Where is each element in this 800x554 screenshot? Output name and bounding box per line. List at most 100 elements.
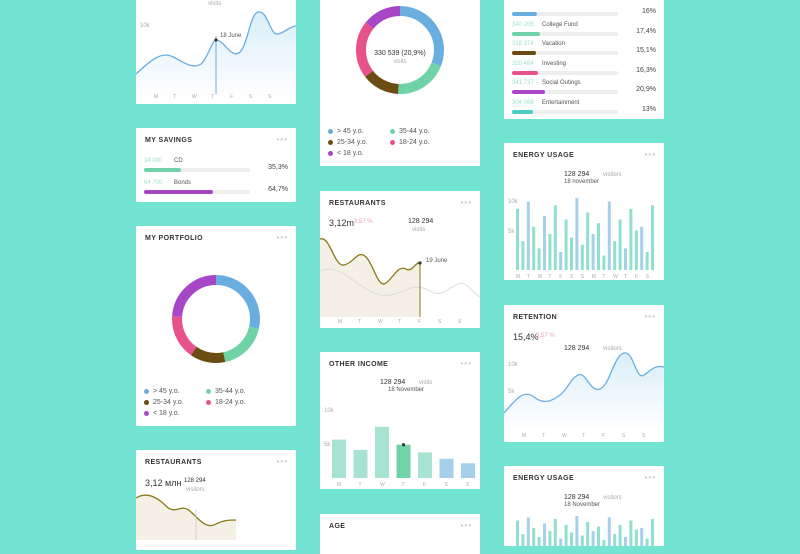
energy-bar[interactable]	[516, 208, 519, 270]
budget-list-pct: 13%	[641, 105, 656, 113]
income-bar[interactable]	[396, 444, 411, 478]
axis-day-label: M	[522, 433, 527, 439]
energy-bar[interactable]	[532, 226, 536, 270]
energy-bar[interactable]	[521, 241, 525, 270]
energy-bar[interactable]	[580, 535, 584, 547]
axis-day-label: S	[268, 94, 272, 100]
energy-bar[interactable]	[591, 531, 595, 546]
energy-bar[interactable]	[570, 237, 573, 270]
energy-bar[interactable]	[640, 226, 644, 270]
energy-bar[interactable]	[586, 522, 590, 546]
energy-bar[interactable]	[580, 244, 584, 270]
energy-bar[interactable]	[591, 234, 595, 270]
energy-bar[interactable]	[548, 531, 552, 546]
energy-bar[interactable]	[607, 517, 611, 547]
axis-day-label: T	[358, 319, 362, 325]
energy-bar[interactable]	[629, 208, 633, 270]
age-card: AGE •••	[320, 514, 480, 554]
energy-bar[interactable]	[634, 529, 638, 547]
energy-bar[interactable]	[548, 234, 552, 270]
energy-bar[interactable]	[618, 525, 622, 546]
retention-ytick-1: 10k	[508, 362, 518, 368]
energy-bar[interactable]	[645, 252, 649, 270]
other-income-menu-icon[interactable]: •••	[460, 359, 472, 368]
energy-bar[interactable]	[537, 537, 541, 546]
energy-bar[interactable]	[570, 532, 573, 547]
income-bar[interactable]	[439, 458, 454, 478]
energy-bar[interactable]	[651, 205, 654, 270]
energy-bar[interactable]	[607, 201, 611, 270]
energy-bar[interactable]	[532, 528, 536, 546]
my-savings-fill	[144, 190, 213, 194]
energy-bar[interactable]	[602, 540, 606, 546]
energy-bar[interactable]	[564, 219, 568, 270]
energy-bar[interactable]	[521, 534, 525, 546]
my-portfolio-menu-icon[interactable]: •••	[276, 233, 288, 242]
energy-bar[interactable]	[624, 248, 627, 270]
energy-bar[interactable]	[526, 201, 530, 270]
portfolio-legend-item: 25-34 y.o.	[144, 399, 184, 406]
energy-usage-ytick-1: 10k	[508, 199, 518, 205]
my-savings-row: 34 000 CD 35,3%	[144, 158, 288, 178]
energy-day-label: M	[592, 274, 596, 280]
donut-slice	[172, 275, 260, 363]
energy-bar[interactable]	[602, 255, 606, 270]
energy-bar[interactable]	[564, 525, 568, 546]
energy-bar[interactable]	[640, 528, 644, 546]
donut-legend-item: < 18 y.o.	[328, 150, 364, 157]
income-bar[interactable]	[375, 426, 389, 478]
energy-day-label: W	[613, 274, 618, 280]
portfolio-legend-dot	[206, 399, 211, 405]
income-bar[interactable]	[461, 463, 475, 478]
budget-list-pct: 17,4%	[636, 27, 656, 35]
restaurants-left-menu-icon[interactable]: •••	[276, 457, 288, 466]
budget-list-value: 320 484	[512, 60, 534, 67]
energy-bar[interactable]	[543, 523, 546, 547]
budget-list-label: Entertainment	[542, 99, 580, 106]
budget-list-value: 304 066	[512, 99, 534, 106]
energy-bar[interactable]	[575, 516, 579, 546]
donut-center-label: visits	[393, 59, 407, 65]
energy-bar[interactable]	[634, 230, 638, 270]
age-menu-icon[interactable]: •••	[460, 521, 472, 530]
restaurants-mid-date-label: 19 June	[426, 258, 448, 264]
my-savings-menu-icon[interactable]: •••	[276, 135, 288, 144]
energy-bar[interactable]	[597, 526, 600, 547]
energy-bar[interactable]	[575, 198, 579, 270]
budget-list-label: Investing	[542, 60, 567, 67]
energy-bar[interactable]	[553, 205, 557, 270]
donut-slice	[356, 6, 444, 94]
budget-list-fill	[512, 51, 536, 55]
energy-bar[interactable]	[537, 248, 541, 270]
energy-bar[interactable]	[516, 520, 519, 547]
energy-bar[interactable]	[543, 216, 546, 270]
energy-bar[interactable]	[559, 252, 563, 270]
income-bar[interactable]	[353, 449, 368, 478]
donut-legend-dot	[328, 139, 333, 145]
energy-usage-menu-icon[interactable]: •••	[644, 150, 656, 159]
restaurants-mid-menu-icon[interactable]: •••	[460, 198, 472, 207]
income-bar[interactable]	[332, 439, 346, 478]
retention-menu-icon[interactable]: •••	[644, 312, 656, 321]
axis-day-label: W	[378, 319, 383, 325]
energy-bar[interactable]	[597, 223, 600, 270]
income-bar[interactable]	[418, 452, 432, 478]
my-savings-value: 34 000	[144, 158, 163, 164]
energy-bar[interactable]	[629, 520, 633, 547]
donut-slice	[172, 275, 260, 363]
energy-bar[interactable]	[624, 537, 627, 546]
energy-bar[interactable]	[526, 517, 530, 547]
budget-list-track	[512, 70, 618, 75]
energy-bar[interactable]	[645, 538, 649, 547]
my-savings-value: 64 700	[144, 180, 163, 186]
energy-usage-2-menu-icon[interactable]: •••	[644, 473, 656, 482]
energy-bar[interactable]	[618, 219, 622, 270]
energy-bar[interactable]	[613, 534, 617, 546]
energy-bar[interactable]	[613, 241, 617, 270]
my-savings-label: Bonds	[174, 180, 192, 186]
donut-slice	[172, 275, 260, 363]
budget-list-label: Vacation	[542, 41, 565, 47]
other-income-ytick-2: 5k	[324, 442, 331, 448]
energy-bar[interactable]	[559, 538, 563, 547]
energy-bar[interactable]	[586, 212, 590, 270]
